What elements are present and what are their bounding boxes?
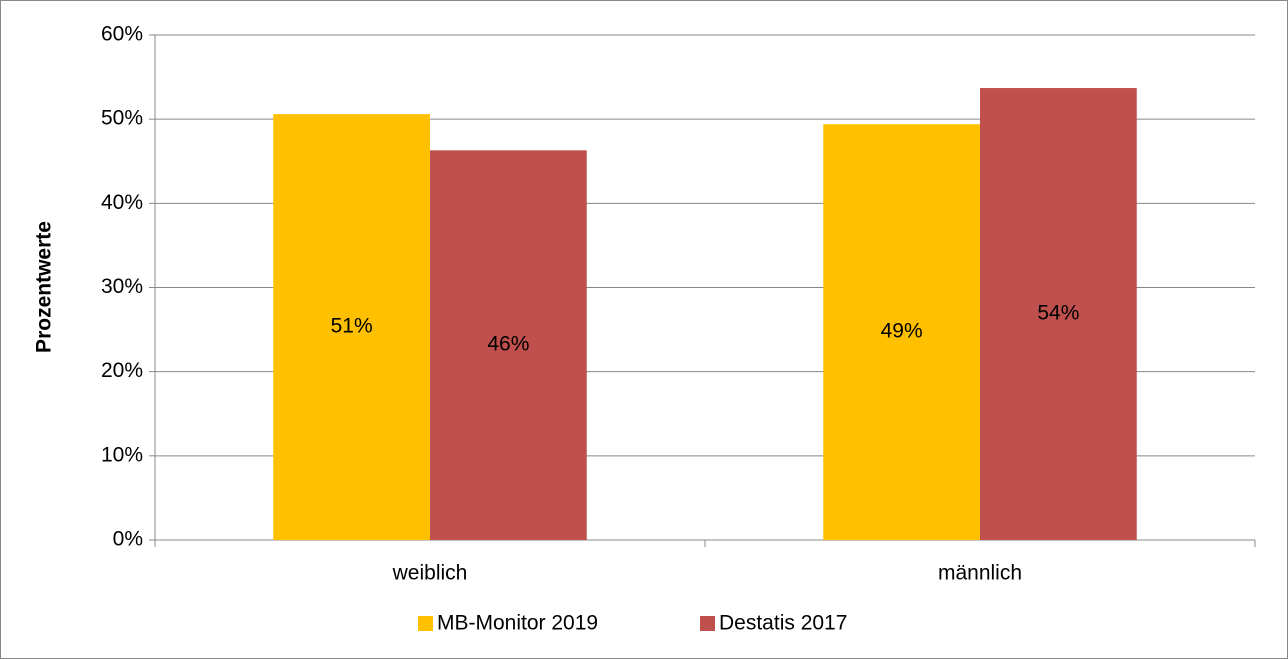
bar bbox=[980, 88, 1137, 541]
bar bbox=[273, 114, 430, 540]
x-tick-label: weiblich bbox=[392, 562, 468, 585]
legend-swatch bbox=[700, 616, 715, 631]
y-tick-label: 20% bbox=[101, 359, 143, 382]
value-label: 54% bbox=[1037, 302, 1079, 325]
legend-label: MB-Monitor 2019 bbox=[437, 612, 598, 635]
y-tick-label: 0% bbox=[113, 528, 143, 551]
value-label: 46% bbox=[487, 333, 529, 356]
y-tick-label: 60% bbox=[101, 23, 143, 46]
y-tick-label: 10% bbox=[101, 443, 143, 466]
y-tick-label: 50% bbox=[101, 107, 143, 130]
legend-swatch bbox=[418, 616, 433, 631]
y-axis-label: Prozentwerte bbox=[33, 221, 56, 353]
y-tick-label: 30% bbox=[101, 275, 143, 298]
x-tick-label: männlich bbox=[938, 562, 1022, 585]
value-label: 49% bbox=[881, 320, 923, 343]
y-tick-label: 40% bbox=[101, 191, 143, 214]
legend-label: Destatis 2017 bbox=[719, 612, 847, 635]
bar bbox=[823, 124, 980, 540]
bar bbox=[430, 150, 587, 540]
value-label: 51% bbox=[331, 315, 373, 338]
